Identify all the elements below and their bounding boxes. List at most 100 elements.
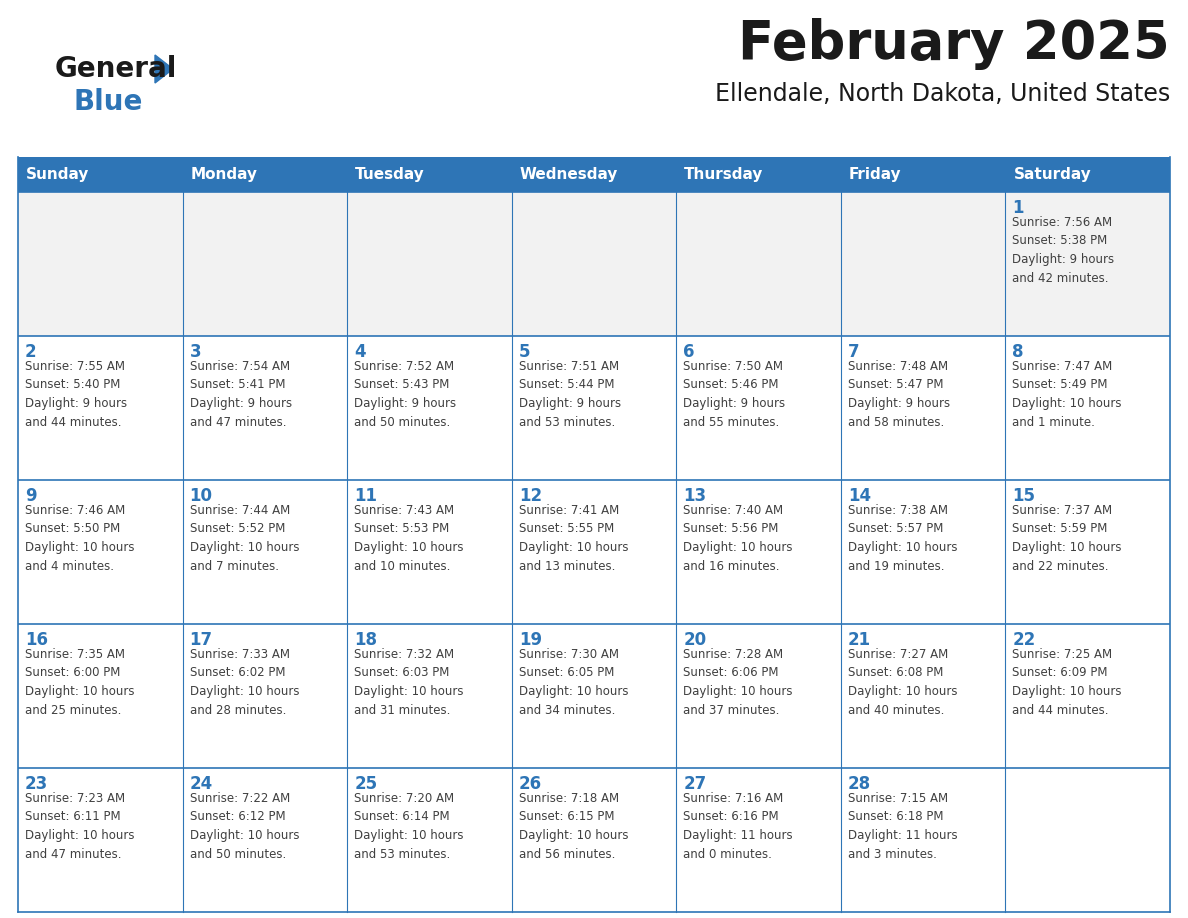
Bar [183,768,347,912]
Text: Sunrise: 7:22 AM
Sunset: 6:12 PM
Daylight: 10 hours
and 50 minutes.: Sunrise: 7:22 AM Sunset: 6:12 PM Dayligh… [190,792,299,860]
Bar [841,768,1005,912]
Bar [841,624,1005,768]
Text: 17: 17 [190,631,213,649]
Bar [347,157,512,192]
Bar [676,336,841,480]
Text: Ellendale, North Dakota, United States: Ellendale, North Dakota, United States [715,82,1170,106]
Text: 10: 10 [190,487,213,505]
Bar [18,192,183,336]
Bar [347,480,512,624]
Text: 28: 28 [848,775,871,793]
Text: February 2025: February 2025 [739,18,1170,70]
Bar [1005,480,1170,624]
Text: Sunrise: 7:46 AM
Sunset: 5:50 PM
Daylight: 10 hours
and 4 minutes.: Sunrise: 7:46 AM Sunset: 5:50 PM Dayligh… [25,504,134,573]
Text: Sunrise: 7:54 AM
Sunset: 5:41 PM
Daylight: 9 hours
and 47 minutes.: Sunrise: 7:54 AM Sunset: 5:41 PM Dayligh… [190,360,292,429]
Bar [512,768,676,912]
Text: Sunrise: 7:52 AM
Sunset: 5:43 PM
Daylight: 9 hours
and 50 minutes.: Sunrise: 7:52 AM Sunset: 5:43 PM Dayligh… [354,360,456,429]
Bar [18,768,183,912]
Text: Friday: Friday [849,167,902,182]
Bar [512,336,676,480]
Polygon shape [154,55,173,83]
Bar [18,624,183,768]
Text: 8: 8 [1012,343,1024,361]
Bar [512,624,676,768]
Text: Sunrise: 7:38 AM
Sunset: 5:57 PM
Daylight: 10 hours
and 19 minutes.: Sunrise: 7:38 AM Sunset: 5:57 PM Dayligh… [848,504,958,573]
Text: Tuesday: Tuesday [355,167,425,182]
Text: Sunrise: 7:56 AM
Sunset: 5:38 PM
Daylight: 9 hours
and 42 minutes.: Sunrise: 7:56 AM Sunset: 5:38 PM Dayligh… [1012,216,1114,285]
Text: Sunrise: 7:20 AM
Sunset: 6:14 PM
Daylight: 10 hours
and 53 minutes.: Sunrise: 7:20 AM Sunset: 6:14 PM Dayligh… [354,792,463,860]
Text: Sunrise: 7:28 AM
Sunset: 6:06 PM
Daylight: 10 hours
and 37 minutes.: Sunrise: 7:28 AM Sunset: 6:06 PM Dayligh… [683,648,792,717]
Bar [676,480,841,624]
Bar [1005,192,1170,336]
Bar [347,192,512,336]
Bar [183,157,347,192]
Text: 27: 27 [683,775,707,793]
Text: Sunrise: 7:50 AM
Sunset: 5:46 PM
Daylight: 9 hours
and 55 minutes.: Sunrise: 7:50 AM Sunset: 5:46 PM Dayligh… [683,360,785,429]
Bar [841,480,1005,624]
Text: 1: 1 [1012,199,1024,217]
Text: 18: 18 [354,631,377,649]
Text: Sunrise: 7:25 AM
Sunset: 6:09 PM
Daylight: 10 hours
and 44 minutes.: Sunrise: 7:25 AM Sunset: 6:09 PM Dayligh… [1012,648,1121,717]
Bar [512,480,676,624]
Bar [512,192,676,336]
Bar [512,157,676,192]
Text: 23: 23 [25,775,49,793]
Text: 3: 3 [190,343,201,361]
Text: Sunrise: 7:55 AM
Sunset: 5:40 PM
Daylight: 9 hours
and 44 minutes.: Sunrise: 7:55 AM Sunset: 5:40 PM Dayligh… [25,360,127,429]
Bar [347,768,512,912]
Text: Thursday: Thursday [684,167,764,182]
Bar [18,336,183,480]
Bar [676,192,841,336]
Text: 11: 11 [354,487,377,505]
Text: 24: 24 [190,775,213,793]
Text: Sunrise: 7:33 AM
Sunset: 6:02 PM
Daylight: 10 hours
and 28 minutes.: Sunrise: 7:33 AM Sunset: 6:02 PM Dayligh… [190,648,299,717]
Text: 14: 14 [848,487,871,505]
Bar [183,480,347,624]
Text: Wednesday: Wednesday [519,167,618,182]
Text: Sunrise: 7:32 AM
Sunset: 6:03 PM
Daylight: 10 hours
and 31 minutes.: Sunrise: 7:32 AM Sunset: 6:03 PM Dayligh… [354,648,463,717]
Text: 25: 25 [354,775,378,793]
Text: 15: 15 [1012,487,1036,505]
Bar [347,336,512,480]
Text: Monday: Monday [190,167,258,182]
Text: 6: 6 [683,343,695,361]
Text: Sunrise: 7:47 AM
Sunset: 5:49 PM
Daylight: 10 hours
and 1 minute.: Sunrise: 7:47 AM Sunset: 5:49 PM Dayligh… [1012,360,1121,429]
Text: Sunrise: 7:51 AM
Sunset: 5:44 PM
Daylight: 9 hours
and 53 minutes.: Sunrise: 7:51 AM Sunset: 5:44 PM Dayligh… [519,360,621,429]
Text: 5: 5 [519,343,530,361]
Text: 9: 9 [25,487,37,505]
Bar [347,624,512,768]
Text: 16: 16 [25,631,48,649]
Bar [841,336,1005,480]
Bar [183,192,347,336]
Bar [676,157,841,192]
Text: Sunrise: 7:15 AM
Sunset: 6:18 PM
Daylight: 11 hours
and 3 minutes.: Sunrise: 7:15 AM Sunset: 6:18 PM Dayligh… [848,792,958,860]
Bar [1005,768,1170,912]
Text: Sunrise: 7:48 AM
Sunset: 5:47 PM
Daylight: 9 hours
and 58 minutes.: Sunrise: 7:48 AM Sunset: 5:47 PM Dayligh… [848,360,950,429]
Bar [676,624,841,768]
Bar [841,157,1005,192]
Text: Sunday: Sunday [26,167,89,182]
Text: 13: 13 [683,487,707,505]
Text: 2: 2 [25,343,37,361]
Text: 20: 20 [683,631,707,649]
Bar [1005,624,1170,768]
Text: 22: 22 [1012,631,1036,649]
Text: Sunrise: 7:43 AM
Sunset: 5:53 PM
Daylight: 10 hours
and 10 minutes.: Sunrise: 7:43 AM Sunset: 5:53 PM Dayligh… [354,504,463,573]
Text: General: General [55,55,177,83]
Text: Saturday: Saturday [1013,167,1092,182]
Bar [676,768,841,912]
Text: 4: 4 [354,343,366,361]
Text: 7: 7 [848,343,859,361]
Text: Sunrise: 7:16 AM
Sunset: 6:16 PM
Daylight: 11 hours
and 0 minutes.: Sunrise: 7:16 AM Sunset: 6:16 PM Dayligh… [683,792,792,860]
Text: Sunrise: 7:41 AM
Sunset: 5:55 PM
Daylight: 10 hours
and 13 minutes.: Sunrise: 7:41 AM Sunset: 5:55 PM Dayligh… [519,504,628,573]
Text: Sunrise: 7:18 AM
Sunset: 6:15 PM
Daylight: 10 hours
and 56 minutes.: Sunrise: 7:18 AM Sunset: 6:15 PM Dayligh… [519,792,628,860]
Text: Sunrise: 7:23 AM
Sunset: 6:11 PM
Daylight: 10 hours
and 47 minutes.: Sunrise: 7:23 AM Sunset: 6:11 PM Dayligh… [25,792,134,860]
Bar [18,157,183,192]
Bar [1005,336,1170,480]
Text: Sunrise: 7:40 AM
Sunset: 5:56 PM
Daylight: 10 hours
and 16 minutes.: Sunrise: 7:40 AM Sunset: 5:56 PM Dayligh… [683,504,792,573]
Text: Blue: Blue [72,88,143,116]
Text: 26: 26 [519,775,542,793]
Text: Sunrise: 7:37 AM
Sunset: 5:59 PM
Daylight: 10 hours
and 22 minutes.: Sunrise: 7:37 AM Sunset: 5:59 PM Dayligh… [1012,504,1121,573]
Bar [18,480,183,624]
Text: 21: 21 [848,631,871,649]
